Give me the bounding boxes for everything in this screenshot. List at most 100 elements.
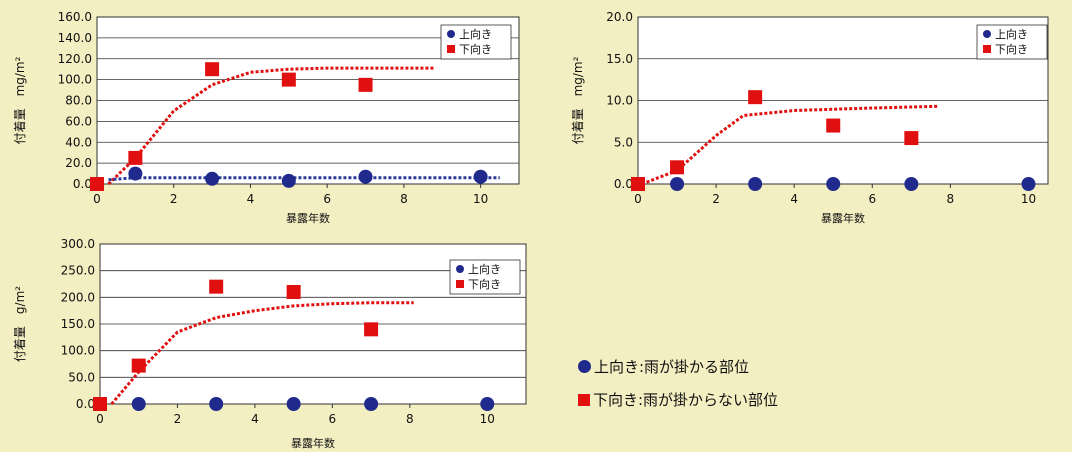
y-tick-label: 80.0 <box>65 94 92 108</box>
point-up <box>281 173 296 188</box>
x-tick-label: 2 <box>174 412 182 426</box>
point-up <box>473 169 488 184</box>
y-tick-label: 0.0 <box>76 397 95 411</box>
x-tick-label: 6 <box>868 192 876 206</box>
y-tick-label: 0.0 <box>614 177 633 191</box>
point-up <box>480 397 495 411</box>
trendline-down <box>110 301 414 405</box>
x-tick-label: 6 <box>323 192 331 206</box>
note-up: 上向き:雨が掛かる部位 <box>578 356 749 377</box>
point-down <box>93 397 107 411</box>
legend-down-marker <box>456 280 464 288</box>
x-axis-label: 暴露年数 <box>821 211 865 225</box>
chart-top-left: 0.0 20.0 40.0 60.0 80.0 100.0 120.0 140.0 160.0 0… <box>12 10 520 225</box>
point-down <box>748 90 763 105</box>
point-down <box>209 279 224 294</box>
y-tick-label: 5.0 <box>614 135 633 149</box>
x-tick-label: 8 <box>947 192 955 206</box>
y-tick-label: 0.0 <box>73 177 92 191</box>
point-down <box>128 150 143 165</box>
y-tick-label: 200.0 <box>61 290 95 304</box>
note-up-marker <box>578 360 591 373</box>
legend-up-marker <box>983 30 991 38</box>
x-tick-label: 0 <box>634 192 642 206</box>
point-down <box>281 72 296 87</box>
y-tick-label: 100.0 <box>58 73 92 87</box>
point-up <box>205 171 220 186</box>
point-down <box>364 322 379 337</box>
point-up <box>209 397 224 411</box>
x-tick-label: 10 <box>480 412 495 426</box>
point-down <box>358 77 373 92</box>
y-tick-label: 50.0 <box>68 370 95 384</box>
point-down <box>670 160 685 175</box>
point-down <box>131 358 146 373</box>
x-tick-label: 8 <box>400 192 408 206</box>
point-up <box>358 169 373 184</box>
x-tick-label: 4 <box>247 192 255 206</box>
chart-bottom-left: 0.0 50.0 100.0 150.0 200.0 250.0 300.0 0 2 4 6 8 10 暴… <box>12 237 527 450</box>
x-tick-label: 10 <box>1021 192 1036 206</box>
y-axis-label: 付着量 g/m² <box>12 286 27 362</box>
y-tick-label: 40.0 <box>65 135 92 149</box>
x-tick-label: 0 <box>96 412 104 426</box>
y-tick-label: 140.0 <box>58 31 92 45</box>
chart-top-right: 0.0 5.0 10.0 15.0 20.0 0 2 4 6 8 10 暴露年数 付着量 mg/m² 上向… <box>570 10 1049 225</box>
legend-down-label: 下向き <box>459 42 492 56</box>
point-down <box>205 62 220 77</box>
x-axis-label: 暴露年数 <box>286 211 330 225</box>
x-tick-label: 2 <box>170 192 178 206</box>
point-down <box>90 177 104 191</box>
point-up <box>364 397 379 411</box>
y-tick-label: 10.0 <box>606 94 633 108</box>
legend-up-label: 上向き <box>468 262 501 276</box>
point-down <box>904 131 919 146</box>
point-down <box>826 118 841 133</box>
y-tick-label: 20.0 <box>65 156 92 170</box>
x-tick-label: 2 <box>712 192 720 206</box>
point-up <box>286 397 301 411</box>
x-axis-label: 暴露年数 <box>291 436 335 450</box>
y-tick-label: 15.0 <box>606 52 633 66</box>
point-up <box>1021 177 1036 191</box>
legend-down-marker <box>983 45 991 53</box>
x-tick-label: 0 <box>93 192 101 206</box>
y-tick-label: 160.0 <box>58 10 92 24</box>
x-tick-label: 10 <box>473 192 488 206</box>
note-down-text: 下向き:雨が掛からない部位 <box>593 391 779 409</box>
y-axis-label: 付着量 mg/m² <box>570 56 585 144</box>
legend-up-label: 上向き <box>995 27 1028 41</box>
point-up <box>904 177 919 191</box>
trendline-down <box>107 66 435 186</box>
note-down-marker <box>578 394 590 406</box>
legend-up-marker <box>447 30 455 38</box>
point-up <box>128 166 143 181</box>
point-up <box>748 177 763 191</box>
y-tick-label: 300.0 <box>61 237 95 251</box>
y-tick-label: 100.0 <box>61 344 95 358</box>
legend-down-label: 下向き <box>468 277 501 291</box>
y-tick-label: 250.0 <box>61 264 95 278</box>
legend-down-marker <box>447 45 455 53</box>
y-tick-label: 60.0 <box>65 114 92 128</box>
point-down <box>631 177 645 191</box>
x-tick-label: 8 <box>406 412 414 426</box>
note-up-text: 上向き:雨が掛かる部位 <box>594 358 750 376</box>
point-up <box>826 177 841 191</box>
note-down: 下向き:雨が掛からない部位 <box>578 389 778 410</box>
legend-up-marker <box>456 265 464 273</box>
point-up <box>670 177 685 191</box>
point-up <box>131 397 146 411</box>
x-tick-label: 4 <box>251 412 259 426</box>
y-axis-label: 付着量 mg/m² <box>12 56 27 144</box>
point-down <box>286 285 301 299</box>
y-tick-label: 20.0 <box>606 10 633 24</box>
legend-down-label: 下向き <box>995 42 1028 56</box>
x-tick-label: 6 <box>329 412 337 426</box>
y-tick-label: 120.0 <box>58 52 92 66</box>
x-tick-label: 4 <box>790 192 798 206</box>
legend-up-label: 上向き <box>459 27 492 41</box>
